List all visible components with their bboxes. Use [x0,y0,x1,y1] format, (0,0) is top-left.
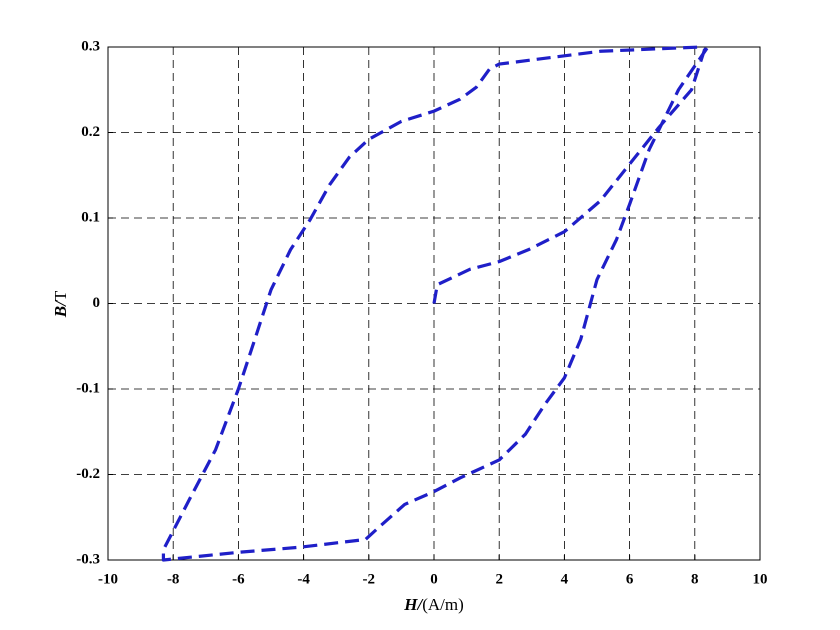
x-tick-label: 8 [691,571,699,587]
y-tick-label: 0.3 [81,38,100,54]
x-tick-label: 0 [430,571,438,587]
hysteresis-curve [161,45,710,562]
y-axis-label: B/T [51,290,70,318]
x-axis-label: H/(A/m) [403,595,464,614]
y-tick-label: -0.1 [76,380,100,396]
x-label-unit: (A/m) [422,595,464,614]
x-tick-label: -6 [232,571,245,587]
x-tick-label: 10 [753,571,768,587]
x-tick-label: 2 [495,571,503,587]
y-tick-label: -0.2 [76,466,100,482]
y-label-unit: T [51,290,70,301]
y-tick-label: 0.1 [81,209,100,225]
x-tick-label: -8 [167,571,180,587]
y-tick-label: -0.3 [76,551,100,567]
x-tick-label: -2 [363,571,376,587]
x-tick-label: -10 [98,571,118,587]
x-tick-label: 4 [561,571,569,587]
y-tick-label: 0.2 [81,124,100,140]
y-tick-label: 0 [93,295,101,311]
y-label-symbol: B/ [51,299,70,318]
x-tick-label: 6 [626,571,634,587]
plot-frame [107,46,761,561]
x-label-symbol: H/ [403,595,424,614]
x-tick-label: -4 [297,571,310,587]
